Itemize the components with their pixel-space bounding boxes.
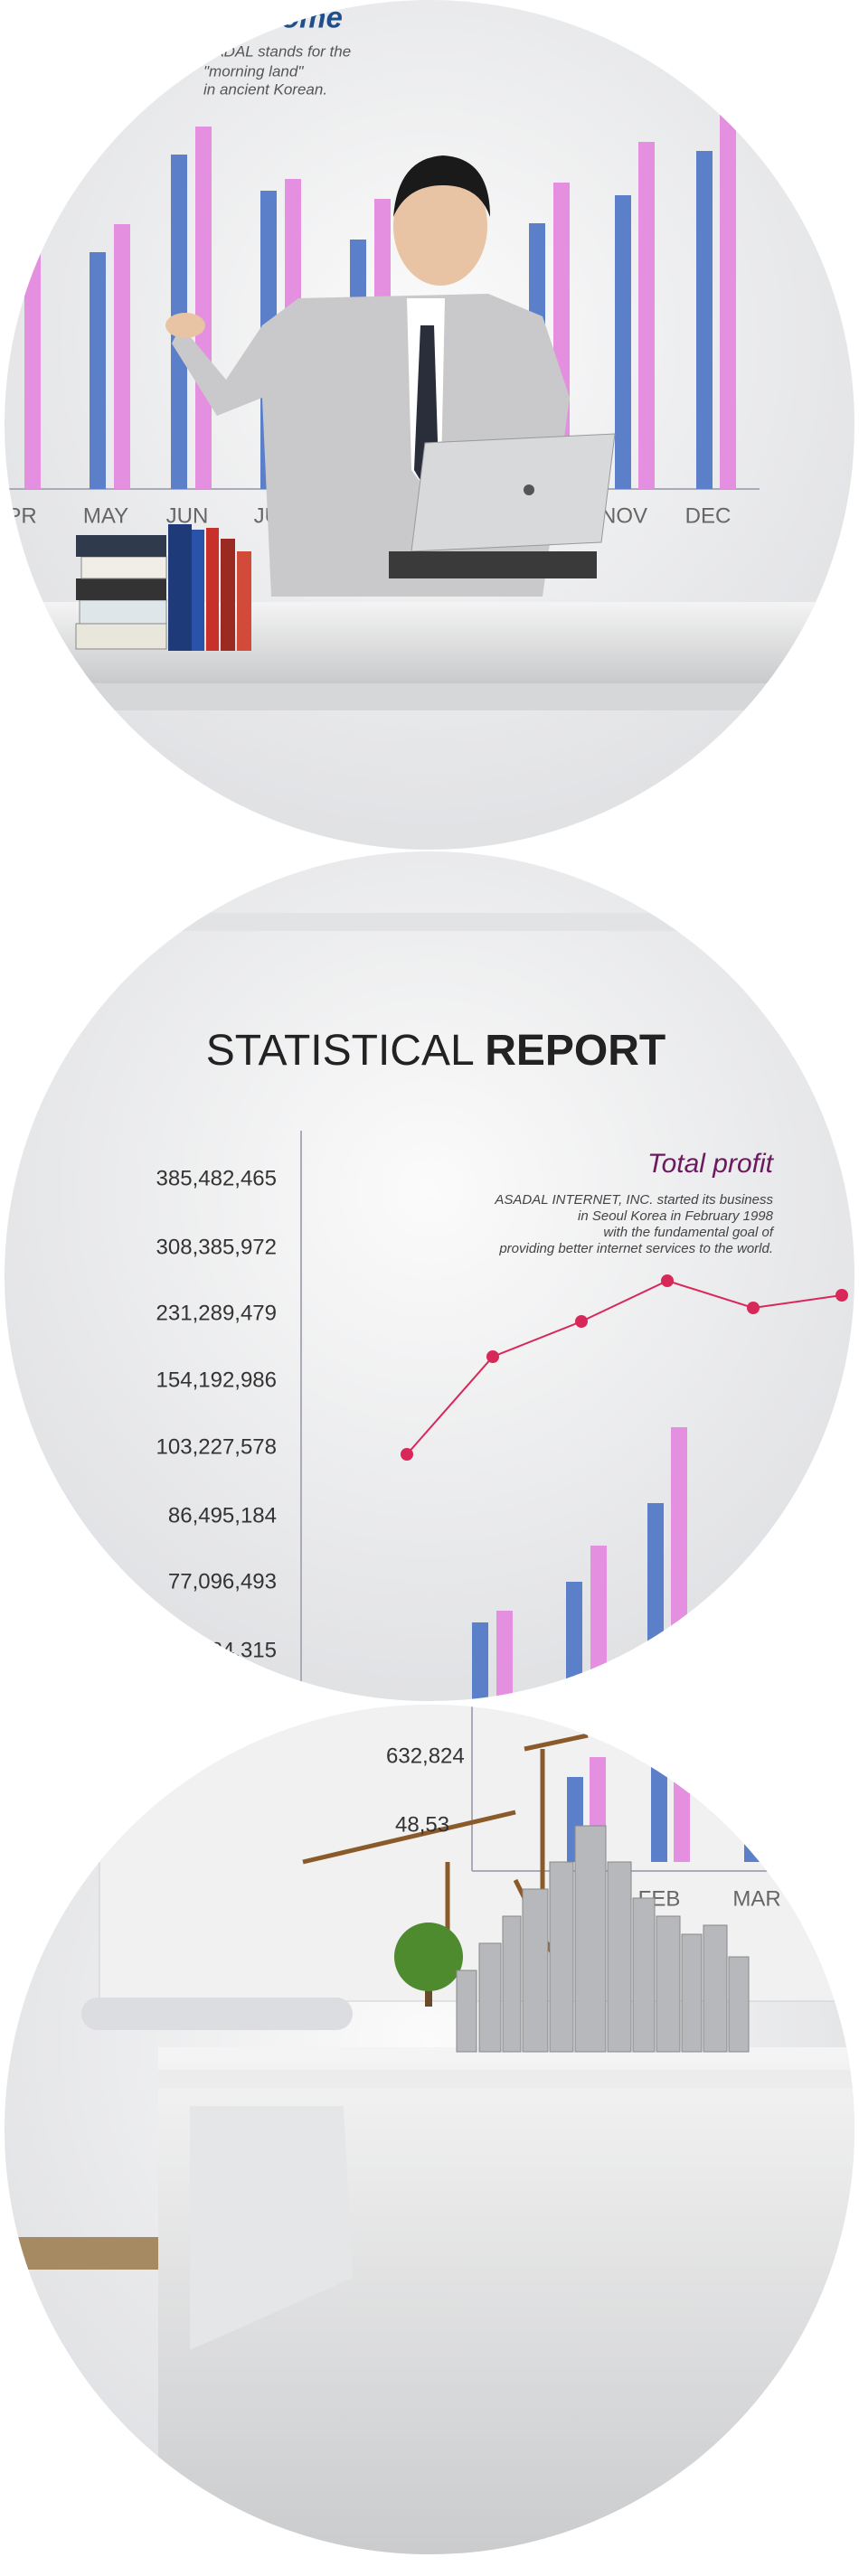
body-text: with the fundamental goal of xyxy=(603,1225,774,1240)
trend-point xyxy=(835,1289,848,1302)
trend-point xyxy=(401,1448,413,1461)
axis-label: 48,53 xyxy=(395,1812,449,1837)
note: in ancient Korean. xyxy=(203,80,327,98)
tree xyxy=(394,1923,463,1991)
wall-trim xyxy=(5,2237,163,2270)
bar xyxy=(496,1611,513,1701)
title: STATISTICAL REPORT xyxy=(206,1027,666,1075)
bar xyxy=(651,1761,667,1862)
building xyxy=(502,1915,522,2053)
circle-one: d Income SADAL stands for the "morning l… xyxy=(5,0,854,850)
bar xyxy=(90,252,106,489)
building xyxy=(607,1861,632,2053)
month-label: PR xyxy=(6,503,36,528)
axis-label: 231,289,479 xyxy=(156,1301,277,1325)
background xyxy=(5,851,854,1701)
bar xyxy=(720,110,736,489)
bar xyxy=(744,1838,760,1862)
title-bold: REPORT xyxy=(485,1027,665,1075)
title: d Income xyxy=(212,1,343,34)
bar xyxy=(615,195,631,489)
heading: Total profit xyxy=(647,1149,775,1179)
axis-label: 86,495,184 xyxy=(168,1503,277,1528)
body-text: ASADAL INTERNET, INC. started its busine… xyxy=(494,1192,773,1208)
axis-label: 103,227,578 xyxy=(156,1434,277,1459)
building xyxy=(632,1897,656,2053)
building xyxy=(703,1924,728,2053)
bar xyxy=(696,151,713,489)
bar xyxy=(24,252,41,489)
note: "morning land" xyxy=(203,62,304,80)
desk-edge xyxy=(5,683,854,710)
roll xyxy=(81,1998,353,2030)
month-label: NOV xyxy=(600,503,647,528)
businessman xyxy=(165,155,616,597)
building xyxy=(574,1825,607,2053)
body-text: in Seoul Korea in February 1998 xyxy=(578,1208,774,1224)
trend-line xyxy=(406,1279,843,1455)
body-text: providing better internet services to th… xyxy=(498,1241,773,1256)
building xyxy=(656,1915,681,2053)
building xyxy=(549,1861,574,2053)
books xyxy=(75,524,251,651)
bar xyxy=(671,1427,687,1701)
bar xyxy=(638,142,655,489)
building xyxy=(478,1942,502,2053)
trend-point xyxy=(575,1315,588,1328)
desk-panel xyxy=(190,2106,353,2350)
trend-point xyxy=(661,1274,674,1287)
city xyxy=(456,1825,750,2053)
bar xyxy=(114,224,130,489)
title-plain: STATISTICAL xyxy=(206,1027,485,1075)
axis-label: 084,315 xyxy=(198,1638,277,1662)
desk-top xyxy=(158,2070,854,2088)
month-label: JUN xyxy=(166,503,209,528)
month-label: MAR xyxy=(732,1886,780,1911)
month-label: DEC xyxy=(685,503,732,528)
circle-two: STATISTICAL REPORT Total profit 385,482,… xyxy=(5,851,854,1701)
bar xyxy=(590,1546,607,1701)
trend-point xyxy=(747,1302,760,1314)
axis-label: 77,096,493 xyxy=(168,1569,277,1594)
bar xyxy=(566,1582,582,1701)
building xyxy=(681,1933,703,2053)
axis-label: 154,192,986 xyxy=(156,1368,277,1392)
bar xyxy=(647,1503,664,1701)
bar xyxy=(674,1777,690,1862)
shelf xyxy=(172,913,678,931)
axis-label: 308,385,972 xyxy=(156,1235,277,1259)
building xyxy=(728,1956,750,2053)
month-label: MAY xyxy=(83,503,128,528)
axis-label: 632,824 xyxy=(386,1744,465,1768)
building xyxy=(522,1888,549,2053)
bar xyxy=(472,1622,488,1701)
note: SADAL stands for the xyxy=(203,42,351,60)
building xyxy=(456,1970,477,2053)
bar xyxy=(195,127,212,489)
axis-label: 385,482,465 xyxy=(156,1166,277,1190)
trend-point xyxy=(486,1350,499,1363)
